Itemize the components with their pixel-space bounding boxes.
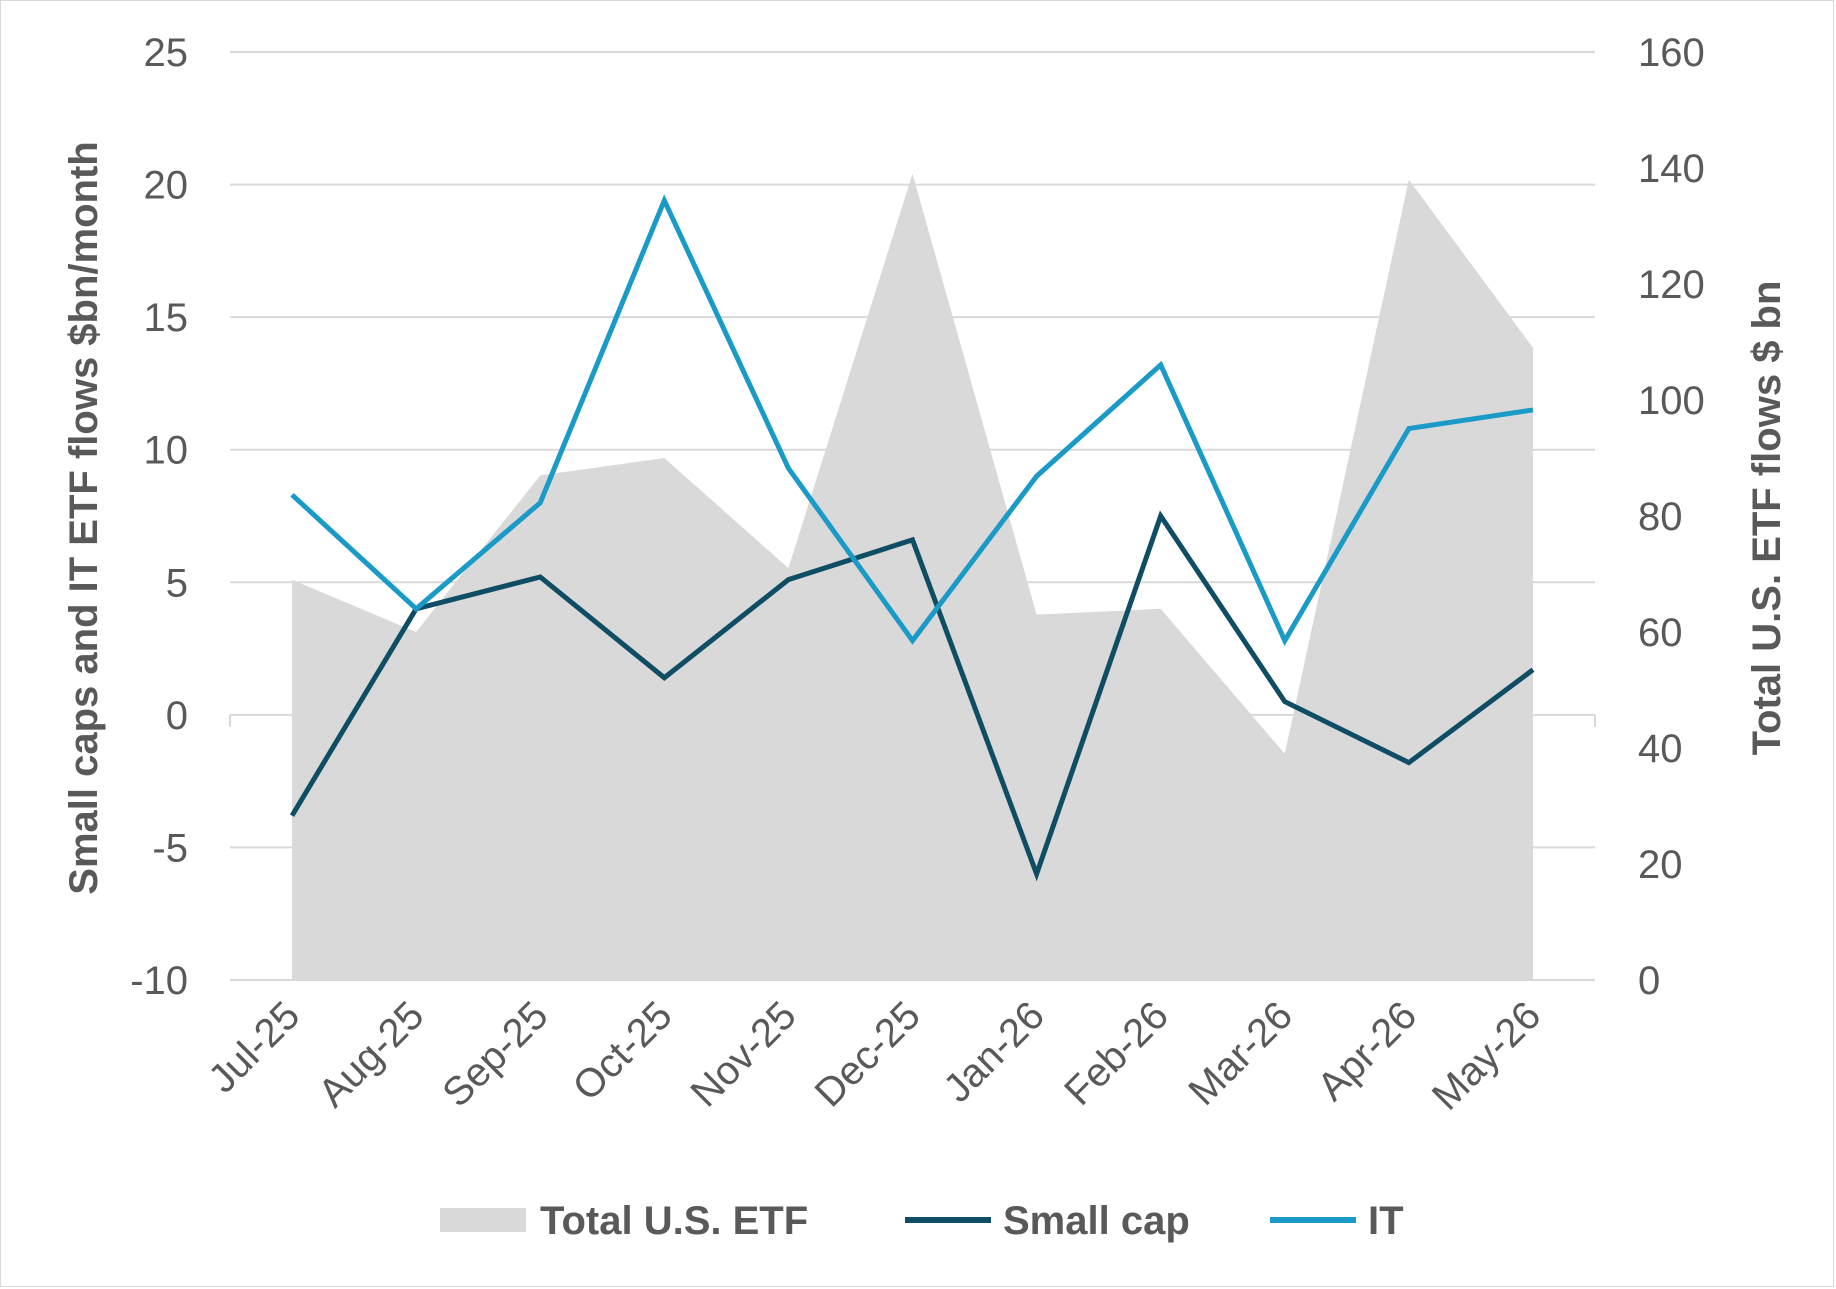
left-tick-label: 0 — [166, 694, 188, 738]
total-u-s-etf-area — [292, 173, 1533, 981]
x-tick-label: Mar-26 — [1180, 993, 1301, 1114]
left-tick-label: 5 — [166, 561, 188, 605]
x-tick-label: Feb-26 — [1056, 993, 1177, 1114]
x-tick-label: Oct-25 — [565, 993, 681, 1109]
right-tick-label: 100 — [1638, 379, 1705, 423]
left-tick-label: 25 — [144, 31, 189, 75]
line-series-layer — [289, 194, 1535, 882]
right-axis-title: Total U.S. ETF flows $ bn — [1745, 281, 1789, 756]
left-axis-title: Small caps and IT ETF flows $bn/month — [62, 141, 106, 894]
right-tick-label: 0 — [1638, 959, 1660, 1003]
x-tick-label: May-26 — [1424, 993, 1549, 1118]
x-tick-label: Jul-25 — [200, 993, 308, 1101]
total-u-s-etf-legend-label: Total U.S. ETF — [540, 1199, 808, 1243]
right-tick-label: 160 — [1638, 31, 1705, 75]
x-axis-ticks: Jul-25 Aug-25 Sep-25 Oct-25 Nov-25 Dec-25 Jan-… — [200, 993, 1549, 1118]
right-tick-label: 120 — [1638, 263, 1705, 307]
total-u-s-etf-legend-swatch — [440, 1208, 526, 1232]
right-tick-label: 80 — [1638, 495, 1683, 539]
x-tick-label: Aug-25 — [310, 993, 432, 1115]
it-legend-label: IT — [1368, 1199, 1404, 1243]
x-tick-label: Apr-26 — [1309, 993, 1425, 1109]
left-tick-label: 15 — [144, 296, 189, 340]
right-tick-label: 40 — [1638, 727, 1683, 771]
right-tick-label: 140 — [1638, 147, 1705, 191]
left-tick-label: 20 — [144, 164, 189, 208]
x-tick-label: Jan-26 — [935, 993, 1053, 1111]
right-tick-label: 60 — [1638, 611, 1683, 655]
right-tick-label: 20 — [1638, 843, 1683, 887]
total-etf-area-layer — [292, 173, 1533, 981]
axis-lines — [229, 713, 1596, 727]
small-cap-legend-label: Small cap — [1003, 1199, 1190, 1243]
left-tick-label: -10 — [130, 959, 188, 1003]
left-tick-label: 10 — [144, 429, 189, 473]
legend: Total U.S. ETF Small cap IT — [440, 1199, 1404, 1243]
left-axis-ticks: 25 20 15 10 5 0 -5 -10 — [130, 31, 188, 1003]
left-tick-label: -5 — [152, 826, 188, 870]
x-tick-label: Dec-25 — [807, 993, 929, 1115]
x-tick-label: Sep-25 — [434, 993, 556, 1115]
x-tick-label: Nov-25 — [682, 993, 804, 1115]
right-axis-ticks: 160 140 120 100 80 60 40 20 0 — [1638, 31, 1705, 1003]
